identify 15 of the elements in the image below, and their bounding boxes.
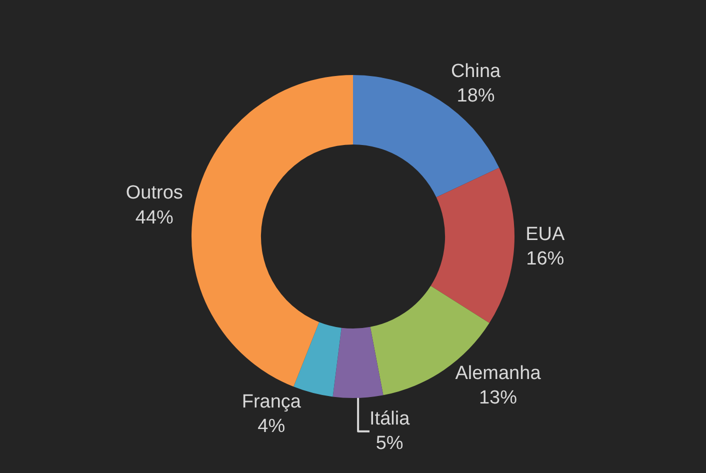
donut-slice	[430, 168, 514, 324]
data-label: 44%	[135, 207, 174, 228]
slice-label: França	[242, 392, 302, 413]
donut-slice	[332, 326, 384, 398]
slice-label: Outros	[126, 182, 183, 204]
donut-slice	[192, 75, 353, 387]
data-label: 18%	[456, 86, 495, 107]
data-label: 16%	[526, 248, 564, 270]
slice-label: China	[450, 61, 502, 82]
slice-label: Alemanha	[455, 362, 542, 384]
data-label: 5%	[376, 433, 404, 454]
slice-label: EUA	[526, 224, 565, 245]
data-label: 4%	[258, 416, 286, 438]
data-label: 13%	[478, 388, 518, 409]
slice-label: Itália	[370, 408, 410, 430]
